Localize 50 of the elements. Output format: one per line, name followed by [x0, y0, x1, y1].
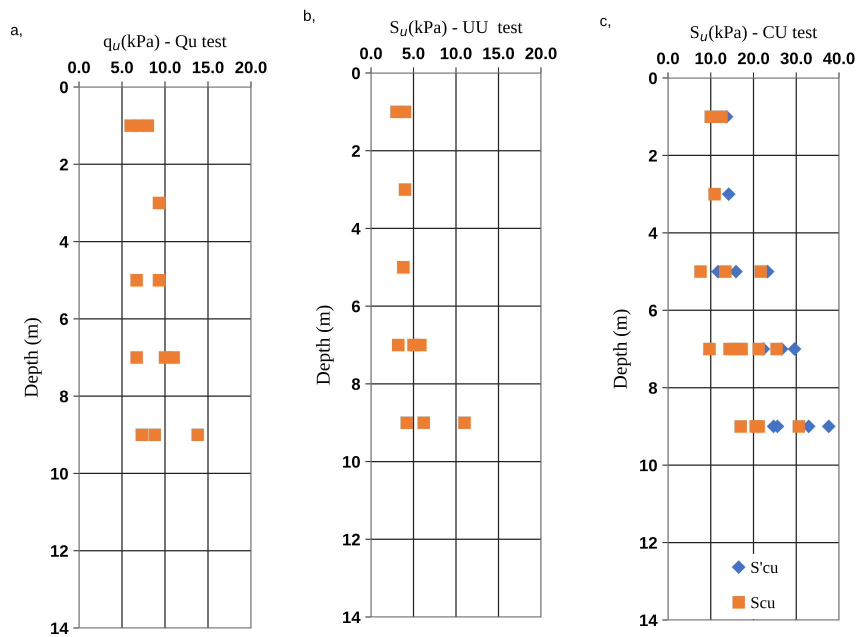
y-axis-title: Depth (m): [24, 318, 42, 398]
x-tick-label: 20.0: [235, 61, 267, 74]
x-tick-label: 15.0: [483, 47, 514, 60]
y-axis-title: Depth (m): [316, 306, 334, 385]
y-tick-label: 2: [648, 150, 657, 162]
y-tick-label: 8: [60, 390, 68, 402]
text: a,: [10, 26, 22, 38]
x-tick-label: 20.0: [738, 52, 770, 64]
x-tick-label: 10.0: [440, 47, 472, 60]
y-tick-label: 4: [648, 227, 658, 239]
y-tick-label: 12: [51, 545, 68, 557]
y-tick-label: 8: [648, 382, 658, 394]
y-tick-label: 2: [352, 145, 360, 157]
x-tick-label: 40.0: [823, 52, 855, 64]
x-tick-label: 0.0: [657, 52, 679, 64]
y-tick-label: 4: [60, 236, 68, 248]
y-tick-label: 0: [352, 67, 360, 80]
x-tick-label: 30.0: [780, 52, 812, 64]
y-tick-label: 14: [51, 622, 68, 634]
y-tick-label: 2: [60, 158, 68, 170]
x-tick-label: 5.0: [110, 61, 133, 74]
y-tick-label: 10: [51, 468, 68, 480]
text: c,: [600, 18, 610, 28]
legend-label: Scu: [751, 597, 776, 608]
y-tick-label: 10: [640, 460, 657, 472]
x-tick-label: 20.0: [525, 47, 557, 60]
y-tick-label: 6: [60, 313, 68, 326]
x-axis-title: S$_{u}$(kPa) - UU test: [390, 20, 522, 37]
y-tick-label: 4: [352, 223, 360, 234]
x-tick-label: 5.0: [402, 47, 424, 60]
y-tick-label: 8: [352, 378, 360, 390]
x-tick-label: 10.0: [150, 61, 181, 74]
x-axis-title: S$_{u}$(kPa) - CU test: [690, 26, 818, 42]
x-tick-label: 15.0: [192, 61, 224, 74]
y-tick-label: 12: [640, 536, 657, 549]
y-tick-label: 10: [343, 456, 360, 468]
y-tick-label: 14: [640, 614, 658, 626]
y-tick-label: 14: [343, 612, 360, 624]
x-tick-label: 0.0: [360, 47, 382, 60]
x-tick-label: 0.0: [68, 61, 90, 74]
y-tick-label: 6: [648, 304, 657, 316]
y-tick-label: 6: [352, 300, 360, 312]
y-tick-label: 0: [60, 81, 68, 94]
x-tick-label: 10.0: [696, 52, 726, 64]
text: b,: [304, 10, 314, 23]
y-axis-title: Depth (m): [613, 310, 631, 389]
x-axis-title: q$_{u}$(kPa) - Qu test: [104, 34, 227, 51]
legend-label: S'cu: [751, 562, 778, 574]
y-tick-label: 12: [343, 534, 360, 546]
y-tick-label: 0: [648, 72, 657, 84]
